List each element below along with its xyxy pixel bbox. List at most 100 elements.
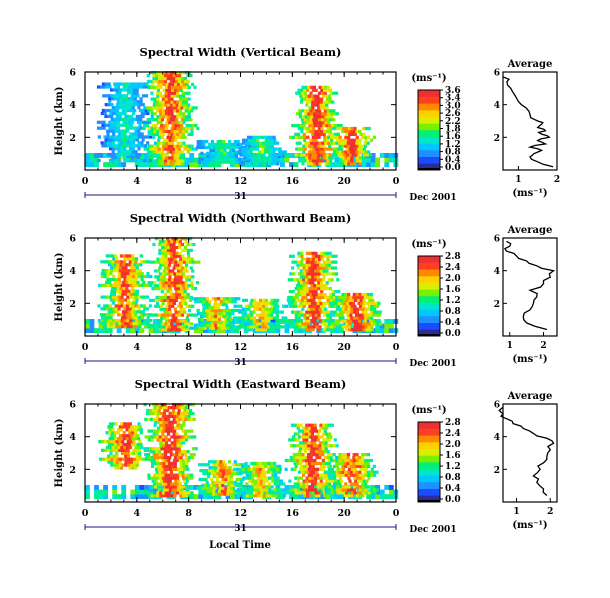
heatmap-cell [320, 251, 324, 255]
heatmap-cell [85, 157, 90, 163]
heatmap-cell [168, 464, 172, 468]
x-tick-label: 0 [393, 176, 400, 187]
heatmap-cell [295, 91, 299, 95]
heatmap-cell [335, 488, 339, 492]
heatmap-cell [152, 103, 156, 107]
heatmap-cell [269, 310, 273, 314]
heatmap-cell [162, 260, 167, 264]
heatmap-cell [145, 260, 149, 264]
heatmap-cell [312, 126, 316, 131]
heatmap-cell [332, 112, 337, 116]
heatmap-cell [106, 132, 110, 136]
heatmap-cell [216, 494, 222, 500]
heatmap-cell [222, 471, 226, 476]
heatmap-cell [312, 121, 317, 125]
heatmap-cell [308, 266, 312, 270]
x-tick-label: 12 [234, 342, 247, 353]
heatmap-cells-1 [85, 237, 399, 334]
heatmap-cell [173, 438, 177, 442]
heatmap-cell [159, 284, 163, 288]
heatmap-cell [116, 100, 120, 104]
heatmap-cell [316, 144, 320, 148]
heatmap-cell [296, 266, 300, 270]
heatmap-cell [328, 129, 332, 134]
heatmap-cell [370, 485, 376, 490]
heatmap-cell [317, 159, 321, 163]
heatmap-cell [143, 135, 147, 139]
heatmap-cell [190, 129, 194, 134]
heatmap-cell [210, 460, 215, 464]
heatmap-cell [121, 321, 125, 326]
heatmap-cell [158, 295, 162, 300]
heatmap-cell [152, 403, 156, 407]
heatmap-cell [160, 135, 164, 139]
heatmap-cell [289, 319, 294, 324]
heatmap-cell [104, 103, 108, 107]
heatmap-cell [302, 426, 306, 430]
heatmap-cell [329, 319, 333, 323]
heatmap-cell [167, 423, 171, 427]
heatmap-cell [332, 444, 336, 448]
heatmap-cell [312, 147, 316, 151]
heatmap-cell [164, 100, 168, 104]
heatmap-cell [141, 108, 145, 113]
heatmap-cell [309, 141, 314, 145]
heatmap-cell [124, 117, 129, 121]
heatmap-cell [375, 328, 381, 334]
heatmap-cell [182, 260, 187, 264]
heatmap-cell [263, 301, 267, 305]
heatmap-cell [311, 494, 317, 500]
heatmap-cell [356, 491, 360, 495]
heatmap-cell [159, 476, 163, 480]
heatmap-cell [322, 423, 326, 427]
heatmap-cell [318, 453, 322, 457]
heatmap-cell [335, 455, 339, 460]
heatmap-cell [364, 135, 368, 139]
heatmap-cell [128, 126, 132, 130]
heatmap-cell [238, 157, 242, 161]
heatmap-cell [354, 147, 358, 151]
heatmap-cell [172, 417, 176, 421]
heatmap-cell [304, 121, 308, 125]
heatmap-cell [183, 432, 188, 436]
heatmap-cell [188, 304, 192, 308]
heatmap-cell [340, 301, 344, 305]
heatmap-cell [163, 298, 167, 302]
heatmap-cell [156, 100, 160, 104]
heatmap-cell [176, 455, 180, 460]
heatmap-cell [125, 105, 130, 110]
heatmap-cell [115, 88, 119, 92]
heatmap-cell [179, 156, 183, 160]
heatmap-cell [231, 311, 235, 316]
heatmap-cell [150, 109, 154, 113]
heatmap-cell [121, 123, 125, 127]
heatmap-cell [361, 157, 367, 163]
heatmap-cell [110, 457, 114, 461]
heatmap-cell [154, 237, 158, 241]
heatmap-cell [241, 313, 245, 317]
heatmap-cell [226, 492, 230, 496]
heatmap-cell [150, 126, 154, 131]
heatmap-cell [347, 307, 351, 311]
heatmap-cell [329, 292, 333, 297]
heatmap-cell [118, 324, 122, 329]
heatmap-cell [139, 494, 145, 500]
heatmap-cell [303, 138, 307, 142]
heatmap-cell [338, 135, 342, 139]
heatmap-cell [162, 485, 166, 489]
heatmap-cell [262, 144, 266, 148]
heatmap-cell [173, 126, 177, 131]
heatmap-cell [232, 463, 236, 467]
heatmap-cell [106, 135, 110, 139]
heatmap-cell [103, 283, 107, 287]
heatmap-cell [278, 467, 282, 471]
heatmap-cell [318, 455, 322, 460]
heatmap-cell [302, 482, 306, 486]
heatmap-cell [198, 160, 202, 164]
heatmap-cell [128, 431, 132, 435]
heatmap-cell [220, 160, 225, 164]
heatmap-cell [184, 239, 188, 244]
heatmap-cell [248, 473, 252, 477]
heatmap-cell [308, 313, 313, 317]
heatmap-cell [138, 114, 142, 119]
